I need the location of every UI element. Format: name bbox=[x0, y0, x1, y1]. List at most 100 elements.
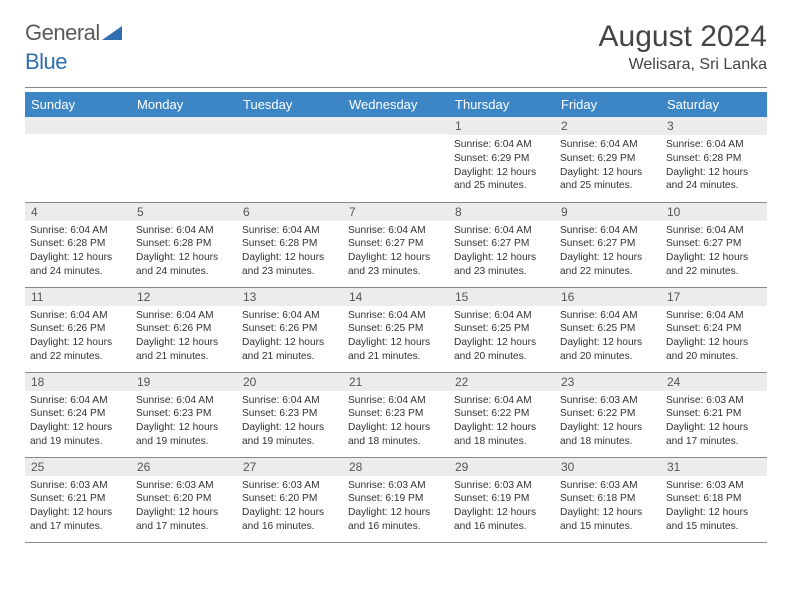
weekday-header: Wednesday bbox=[343, 92, 449, 117]
calendar-cell: 2Sunrise: 6:04 AMSunset: 6:29 PMDaylight… bbox=[555, 117, 661, 202]
calendar-cell: 14Sunrise: 6:04 AMSunset: 6:25 PMDayligh… bbox=[343, 287, 449, 372]
day-details: Sunrise: 6:04 AMSunset: 6:24 PMDaylight:… bbox=[25, 391, 131, 452]
calendar-cell: 23Sunrise: 6:03 AMSunset: 6:22 PMDayligh… bbox=[555, 372, 661, 457]
calendar-cell bbox=[237, 117, 343, 202]
day-number: 16 bbox=[555, 288, 661, 306]
day-number-empty bbox=[343, 117, 449, 134]
day-details: Sunrise: 6:04 AMSunset: 6:23 PMDaylight:… bbox=[237, 391, 343, 452]
calendar-cell: 4Sunrise: 6:04 AMSunset: 6:28 PMDaylight… bbox=[25, 202, 131, 287]
day-details: Sunrise: 6:04 AMSunset: 6:26 PMDaylight:… bbox=[237, 306, 343, 367]
calendar-cell: 16Sunrise: 6:04 AMSunset: 6:25 PMDayligh… bbox=[555, 287, 661, 372]
calendar-cell: 20Sunrise: 6:04 AMSunset: 6:23 PMDayligh… bbox=[237, 372, 343, 457]
day-number: 28 bbox=[343, 458, 449, 476]
calendar-cell: 31Sunrise: 6:03 AMSunset: 6:18 PMDayligh… bbox=[661, 457, 767, 542]
day-details: Sunrise: 6:04 AMSunset: 6:28 PMDaylight:… bbox=[131, 221, 237, 282]
calendar-cell: 25Sunrise: 6:03 AMSunset: 6:21 PMDayligh… bbox=[25, 457, 131, 542]
calendar-row: 18Sunrise: 6:04 AMSunset: 6:24 PMDayligh… bbox=[25, 372, 767, 457]
day-details: Sunrise: 6:03 AMSunset: 6:21 PMDaylight:… bbox=[661, 391, 767, 452]
calendar-cell: 28Sunrise: 6:03 AMSunset: 6:19 PMDayligh… bbox=[343, 457, 449, 542]
day-number: 3 bbox=[661, 117, 767, 135]
day-number: 18 bbox=[25, 373, 131, 391]
day-number: 20 bbox=[237, 373, 343, 391]
day-number-empty bbox=[237, 117, 343, 134]
logo-text-general: General bbox=[25, 20, 100, 45]
day-number: 14 bbox=[343, 288, 449, 306]
calendar-cell: 11Sunrise: 6:04 AMSunset: 6:26 PMDayligh… bbox=[25, 287, 131, 372]
day-details: Sunrise: 6:04 AMSunset: 6:28 PMDaylight:… bbox=[237, 221, 343, 282]
day-details: Sunrise: 6:04 AMSunset: 6:26 PMDaylight:… bbox=[25, 306, 131, 367]
day-number-empty bbox=[131, 117, 237, 134]
day-number: 21 bbox=[343, 373, 449, 391]
logo-triangle-icon bbox=[102, 26, 122, 45]
day-number: 31 bbox=[661, 458, 767, 476]
day-number: 24 bbox=[661, 373, 767, 391]
day-number: 11 bbox=[25, 288, 131, 306]
day-details: Sunrise: 6:04 AMSunset: 6:27 PMDaylight:… bbox=[661, 221, 767, 282]
day-details: Sunrise: 6:04 AMSunset: 6:25 PMDaylight:… bbox=[343, 306, 449, 367]
calendar-cell: 27Sunrise: 6:03 AMSunset: 6:20 PMDayligh… bbox=[237, 457, 343, 542]
day-details: Sunrise: 6:04 AMSunset: 6:22 PMDaylight:… bbox=[449, 391, 555, 452]
day-details: Sunrise: 6:04 AMSunset: 6:24 PMDaylight:… bbox=[661, 306, 767, 367]
day-number: 13 bbox=[237, 288, 343, 306]
day-details: Sunrise: 6:04 AMSunset: 6:25 PMDaylight:… bbox=[555, 306, 661, 367]
calendar-cell: 19Sunrise: 6:04 AMSunset: 6:23 PMDayligh… bbox=[131, 372, 237, 457]
day-number: 6 bbox=[237, 203, 343, 221]
calendar-cell: 18Sunrise: 6:04 AMSunset: 6:24 PMDayligh… bbox=[25, 372, 131, 457]
day-number: 27 bbox=[237, 458, 343, 476]
calendar-row: 11Sunrise: 6:04 AMSunset: 6:26 PMDayligh… bbox=[25, 287, 767, 372]
weekday-header: Sunday bbox=[25, 92, 131, 117]
day-details: Sunrise: 6:04 AMSunset: 6:23 PMDaylight:… bbox=[343, 391, 449, 452]
calendar-row: 1Sunrise: 6:04 AMSunset: 6:29 PMDaylight… bbox=[25, 117, 767, 202]
day-number: 5 bbox=[131, 203, 237, 221]
calendar-table: SundayMondayTuesdayWednesdayThursdayFrid… bbox=[25, 92, 767, 543]
title-block: August 2024 Welisara, Sri Lanka bbox=[599, 20, 767, 74]
day-details: Sunrise: 6:04 AMSunset: 6:27 PMDaylight:… bbox=[555, 221, 661, 282]
day-details: Sunrise: 6:03 AMSunset: 6:18 PMDaylight:… bbox=[661, 476, 767, 537]
day-details: Sunrise: 6:03 AMSunset: 6:21 PMDaylight:… bbox=[25, 476, 131, 537]
calendar-cell: 13Sunrise: 6:04 AMSunset: 6:26 PMDayligh… bbox=[237, 287, 343, 372]
weekday-header: Friday bbox=[555, 92, 661, 117]
day-number: 8 bbox=[449, 203, 555, 221]
calendar-cell: 3Sunrise: 6:04 AMSunset: 6:28 PMDaylight… bbox=[661, 117, 767, 202]
day-details: Sunrise: 6:04 AMSunset: 6:29 PMDaylight:… bbox=[449, 135, 555, 196]
day-number: 26 bbox=[131, 458, 237, 476]
calendar-cell: 15Sunrise: 6:04 AMSunset: 6:25 PMDayligh… bbox=[449, 287, 555, 372]
calendar-cell: 21Sunrise: 6:04 AMSunset: 6:23 PMDayligh… bbox=[343, 372, 449, 457]
calendar-cell: 8Sunrise: 6:04 AMSunset: 6:27 PMDaylight… bbox=[449, 202, 555, 287]
day-number: 23 bbox=[555, 373, 661, 391]
day-details: Sunrise: 6:04 AMSunset: 6:27 PMDaylight:… bbox=[343, 221, 449, 282]
calendar-cell bbox=[131, 117, 237, 202]
day-details: Sunrise: 6:03 AMSunset: 6:20 PMDaylight:… bbox=[237, 476, 343, 537]
calendar-cell: 17Sunrise: 6:04 AMSunset: 6:24 PMDayligh… bbox=[661, 287, 767, 372]
day-number-empty bbox=[25, 117, 131, 134]
day-number: 1 bbox=[449, 117, 555, 135]
day-number: 29 bbox=[449, 458, 555, 476]
day-number: 2 bbox=[555, 117, 661, 135]
day-details: Sunrise: 6:04 AMSunset: 6:29 PMDaylight:… bbox=[555, 135, 661, 196]
calendar-cell: 26Sunrise: 6:03 AMSunset: 6:20 PMDayligh… bbox=[131, 457, 237, 542]
calendar-cell: 9Sunrise: 6:04 AMSunset: 6:27 PMDaylight… bbox=[555, 202, 661, 287]
day-details: Sunrise: 6:04 AMSunset: 6:28 PMDaylight:… bbox=[661, 135, 767, 196]
calendar-cell bbox=[343, 117, 449, 202]
calendar-cell: 10Sunrise: 6:04 AMSunset: 6:27 PMDayligh… bbox=[661, 202, 767, 287]
header: General Blue August 2024 Welisara, Sri L… bbox=[25, 20, 767, 75]
calendar-cell: 24Sunrise: 6:03 AMSunset: 6:21 PMDayligh… bbox=[661, 372, 767, 457]
calendar-cell: 29Sunrise: 6:03 AMSunset: 6:19 PMDayligh… bbox=[449, 457, 555, 542]
day-number: 30 bbox=[555, 458, 661, 476]
day-number: 15 bbox=[449, 288, 555, 306]
day-details: Sunrise: 6:04 AMSunset: 6:23 PMDaylight:… bbox=[131, 391, 237, 452]
calendar-cell: 1Sunrise: 6:04 AMSunset: 6:29 PMDaylight… bbox=[449, 117, 555, 202]
day-details: Sunrise: 6:03 AMSunset: 6:19 PMDaylight:… bbox=[343, 476, 449, 537]
day-details: Sunrise: 6:03 AMSunset: 6:20 PMDaylight:… bbox=[131, 476, 237, 537]
logo: General Blue bbox=[25, 20, 122, 75]
day-number: 4 bbox=[25, 203, 131, 221]
day-details: Sunrise: 6:03 AMSunset: 6:18 PMDaylight:… bbox=[555, 476, 661, 537]
month-title: August 2024 bbox=[599, 20, 767, 54]
day-details: Sunrise: 6:03 AMSunset: 6:22 PMDaylight:… bbox=[555, 391, 661, 452]
day-number: 9 bbox=[555, 203, 661, 221]
weekday-header: Saturday bbox=[661, 92, 767, 117]
day-number: 10 bbox=[661, 203, 767, 221]
header-rule bbox=[25, 87, 767, 88]
calendar-cell bbox=[25, 117, 131, 202]
calendar-cell: 6Sunrise: 6:04 AMSunset: 6:28 PMDaylight… bbox=[237, 202, 343, 287]
